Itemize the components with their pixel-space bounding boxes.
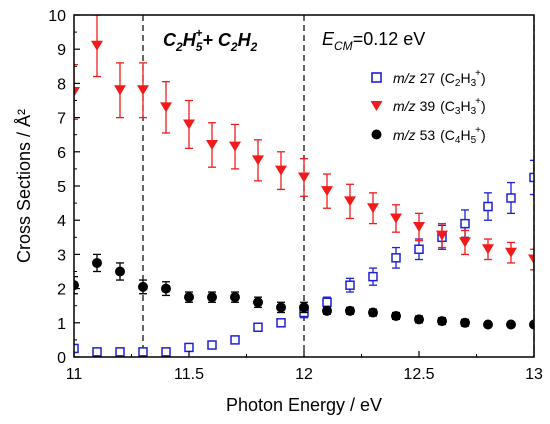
data-point (529, 319, 534, 330)
y-tick-label: 3 (57, 247, 66, 264)
data-point (345, 280, 355, 290)
data-point (230, 292, 240, 303)
data-point (253, 322, 263, 332)
y-tick-label: 7 (57, 111, 66, 128)
data-point (92, 257, 102, 268)
data-point (74, 280, 79, 291)
data-point (252, 155, 264, 166)
data-point (138, 347, 148, 357)
data-point (161, 283, 171, 294)
y-tick-label: 1 (57, 316, 66, 333)
data-point (459, 237, 471, 248)
reaction-annotation: C2H5++ C2H2 (163, 26, 258, 54)
svg-text:m/z27(C2H3+): m/z 27 (C2H3+) (393, 68, 486, 89)
data-point (74, 86, 80, 97)
x-tick-label: 13 (525, 366, 543, 383)
data-point (368, 271, 378, 282)
data-point (321, 186, 333, 197)
data-point (115, 347, 125, 357)
data-point (483, 201, 493, 212)
data-point (506, 193, 516, 203)
data-point (206, 139, 218, 150)
reference-lines (142, 15, 535, 357)
y-tick-label: 0 (57, 350, 66, 367)
y-tick-label: 10 (48, 8, 66, 25)
data-point (161, 347, 171, 357)
x-axis-ticks: 11 11.5 12 12.5 13 (66, 351, 543, 383)
data-point (414, 314, 424, 325)
legend: m/z 27 (C2H3+) m/z 39 (C3H3+) m/z 53 (C4H5+) (370, 68, 486, 146)
data-point (276, 302, 286, 313)
data-point (390, 213, 402, 224)
data-point (91, 40, 103, 51)
data-point (299, 302, 309, 313)
x-tick-label: 11.5 (174, 366, 204, 383)
data-point (276, 318, 286, 328)
data-point (482, 244, 494, 255)
data-point (414, 244, 424, 255)
data-point (367, 203, 379, 214)
data-point (460, 218, 470, 229)
series-39 (74, 15, 534, 271)
legend-marker-filled-circle (371, 129, 382, 140)
data-point (229, 141, 241, 152)
y-tick-label: 8 (57, 76, 66, 93)
y-tick-label: 2 (57, 282, 66, 299)
data-series (74, 15, 534, 357)
data-point (413, 222, 425, 233)
x-tick-label: 12 (295, 366, 313, 383)
data-point (115, 266, 125, 277)
legend-marker-open-square (371, 72, 382, 83)
svg-text:m/z39(C3H3+): m/z 39 (C3H3+) (393, 96, 486, 117)
data-point (207, 292, 217, 303)
data-point (92, 347, 102, 357)
data-point (436, 230, 448, 241)
data-point (391, 310, 401, 321)
legend-entry-mz39: m/z 39 (C3H3+) (370, 96, 486, 117)
legend-entry-mz27: m/z 27 (C2H3+) (371, 68, 486, 89)
collision-energy-annotation: ECM=0.12 eV (322, 29, 425, 53)
data-point (322, 305, 332, 316)
svg-text:m/z53(C4H5+): m/z 53 (C4H5+) (393, 125, 486, 146)
data-point (74, 343, 79, 354)
data-point (138, 281, 148, 292)
y-tick-label: 5 (57, 179, 66, 196)
data-point (114, 85, 126, 96)
data-point (253, 297, 263, 308)
data-point (160, 102, 172, 113)
data-point (391, 253, 401, 263)
data-point (483, 319, 493, 330)
series-27 (74, 159, 534, 357)
data-point (183, 119, 195, 130)
data-point (322, 297, 332, 308)
data-point (230, 335, 240, 345)
x-tick-label: 12.5 (403, 366, 434, 383)
data-point (528, 254, 534, 265)
data-point (505, 247, 517, 258)
x-tick-label: 11 (66, 366, 83, 383)
x-axis-label: Photon Energy / eV (226, 395, 382, 415)
legend-marker-down-triangle (370, 101, 383, 111)
data-point (275, 165, 287, 176)
y-axis-label: Cross Sections / Å² (14, 109, 34, 263)
data-point (529, 172, 534, 183)
data-point (137, 85, 149, 96)
series-53 (74, 253, 534, 330)
data-point (345, 305, 355, 316)
y-tick-label: 6 (57, 145, 66, 162)
data-point (344, 196, 356, 207)
data-point (460, 317, 470, 328)
data-point (437, 316, 447, 327)
data-point (207, 340, 217, 350)
data-point (184, 292, 194, 303)
legend-entry-mz53: m/z 53 (C4H5+) (371, 125, 486, 146)
y-tick-label: 4 (57, 213, 66, 230)
data-point (368, 307, 378, 318)
data-point (298, 172, 310, 183)
data-point (184, 342, 194, 353)
y-axis-ticks: 0 1 2 3 4 5 6 7 8 9 10 (48, 8, 80, 367)
y-tick-label: 9 (57, 42, 66, 59)
data-point (506, 319, 516, 330)
